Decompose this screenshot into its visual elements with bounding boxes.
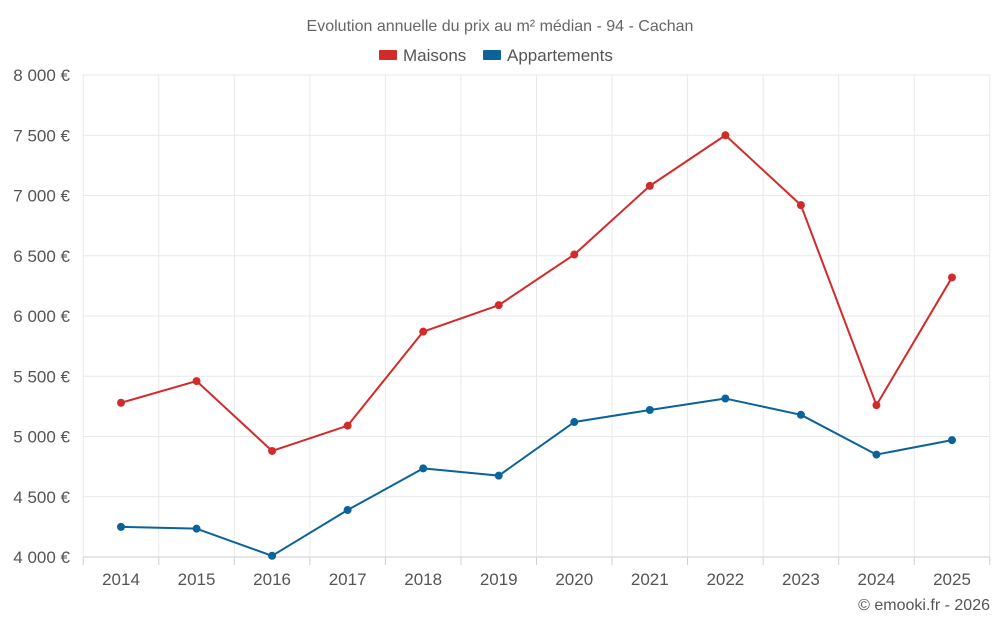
series-line [120, 397, 953, 557]
x-tick-label: 2014 [102, 570, 140, 589]
data-point[interactable] [268, 551, 277, 560]
x-tick-label: 2018 [404, 570, 442, 589]
x-tick-label: 2017 [329, 570, 367, 589]
x-tick-label: 2015 [178, 570, 216, 589]
data-point[interactable] [948, 436, 956, 445]
data-point[interactable] [570, 418, 579, 427]
x-tick-label: 2016 [253, 570, 291, 589]
data-point[interactable] [872, 401, 881, 410]
data-point[interactable] [268, 446, 277, 455]
y-tick-label: 4 500 € [13, 488, 70, 507]
chart-title: Evolution annuelle du prix au m² médian … [307, 18, 694, 35]
data-point[interactable] [494, 471, 503, 480]
data-point[interactable] [645, 181, 654, 190]
data-point[interactable] [419, 327, 428, 336]
series-line [120, 134, 953, 452]
data-point[interactable] [721, 394, 730, 403]
series-layer [117, 131, 956, 560]
y-tick-label: 6 000 € [13, 307, 70, 326]
credit-text: © emooki.fr - 2026 [858, 597, 990, 614]
x-tick-label: 2023 [782, 570, 820, 589]
y-tick-label: 5 500 € [13, 367, 70, 386]
legend-label[interactable]: Maisons [403, 46, 466, 65]
data-point[interactable] [872, 450, 881, 459]
data-point[interactable] [192, 377, 201, 386]
y-tick-label: 7 500 € [13, 126, 70, 145]
legend-label[interactable]: Appartements [507, 46, 613, 65]
legend-swatch [483, 50, 501, 60]
y-tick-label: 7 000 € [13, 187, 70, 206]
data-point[interactable] [343, 506, 352, 515]
data-point[interactable] [796, 410, 805, 419]
data-point[interactable] [721, 131, 730, 140]
x-tick-label: 2019 [480, 570, 518, 589]
x-gridlines [82, 75, 991, 565]
data-point[interactable] [494, 301, 503, 310]
y-tick-label: 6 500 € [13, 247, 70, 266]
data-point[interactable] [570, 250, 579, 259]
x-tick-label: 2024 [858, 570, 896, 589]
data-point[interactable] [645, 405, 654, 414]
data-point[interactable] [796, 201, 805, 210]
data-point[interactable] [192, 524, 201, 533]
x-tick-label: 2021 [631, 570, 669, 589]
y-tick-label: 5 000 € [13, 428, 70, 447]
data-point[interactable] [343, 421, 352, 430]
x-tick-label: 2025 [933, 570, 971, 589]
legend: Maisons Appartements [379, 46, 613, 65]
series-1 [117, 394, 956, 560]
series-0 [117, 131, 956, 455]
x-axis: 2014 2015 2016 2017 2018 2019 2020 2021 2022 2023… [102, 570, 971, 589]
y-axis: 4 000 € 4 500 € 5 000 € 5 500 € 6 000 € 6 500… [13, 66, 70, 567]
data-point[interactable] [948, 273, 956, 282]
legend-swatch [379, 50, 397, 60]
x-tick-label: 2022 [706, 570, 744, 589]
y-tick-label: 4 000 € [13, 548, 70, 567]
data-point[interactable] [117, 398, 125, 407]
data-point[interactable] [419, 464, 428, 473]
y-tick-label: 8 000 € [13, 66, 70, 85]
data-point[interactable] [117, 522, 125, 531]
x-tick-label: 2020 [555, 570, 593, 589]
